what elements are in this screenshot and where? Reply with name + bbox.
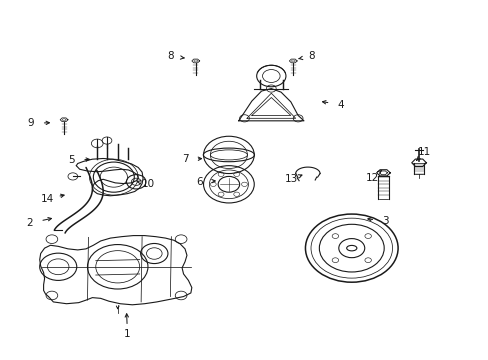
Text: 9: 9 [27, 118, 34, 128]
Text: 11: 11 [417, 147, 430, 157]
Text: 2: 2 [26, 218, 33, 228]
Text: 7: 7 [182, 154, 188, 164]
Text: 13: 13 [284, 174, 297, 184]
Text: 12: 12 [365, 173, 378, 183]
Text: 3: 3 [382, 216, 388, 226]
Text: 8: 8 [167, 51, 173, 61]
Text: 5: 5 [68, 155, 75, 165]
Text: 6: 6 [196, 177, 203, 187]
Text: 10: 10 [141, 179, 154, 189]
Text: 4: 4 [337, 100, 344, 110]
Text: 14: 14 [41, 194, 54, 204]
Text: 1: 1 [124, 329, 130, 339]
Text: 8: 8 [308, 51, 314, 61]
